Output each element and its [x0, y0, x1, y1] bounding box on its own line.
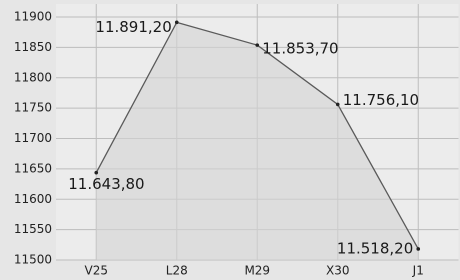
chart: 11500 11550 11600 11650 11700 11750 11800 11850…: [0, 0, 460, 280]
value-label: 11.853,70: [262, 40, 338, 58]
point: [175, 21, 179, 25]
y-tick-label: 11800: [14, 70, 52, 84]
point: [416, 247, 420, 251]
point: [336, 103, 340, 107]
y-tick-label: 11850: [14, 40, 52, 54]
value-label: 11.891,20: [95, 18, 171, 36]
x-tick-label: L28: [166, 264, 188, 278]
point: [94, 171, 98, 175]
y-tick-label: 11750: [14, 101, 52, 115]
y-tick-label: 11900: [14, 10, 52, 24]
y-tick-label: 11600: [14, 192, 52, 206]
value-label: 11.643,80: [68, 175, 144, 193]
x-tick-label: X30: [326, 264, 350, 278]
y-tick-label: 11700: [14, 131, 52, 145]
y-tick-label: 11500: [14, 253, 52, 267]
x-tick-label: J1: [412, 264, 424, 278]
y-tick-label: 11550: [14, 222, 52, 236]
x-tick-label: V25: [85, 264, 108, 278]
value-label: 11.756,10: [343, 91, 419, 109]
x-tick-label: M29: [244, 264, 270, 278]
value-label: 11.518,20: [337, 239, 413, 257]
y-tick-label: 11650: [14, 161, 52, 175]
point: [255, 43, 259, 47]
